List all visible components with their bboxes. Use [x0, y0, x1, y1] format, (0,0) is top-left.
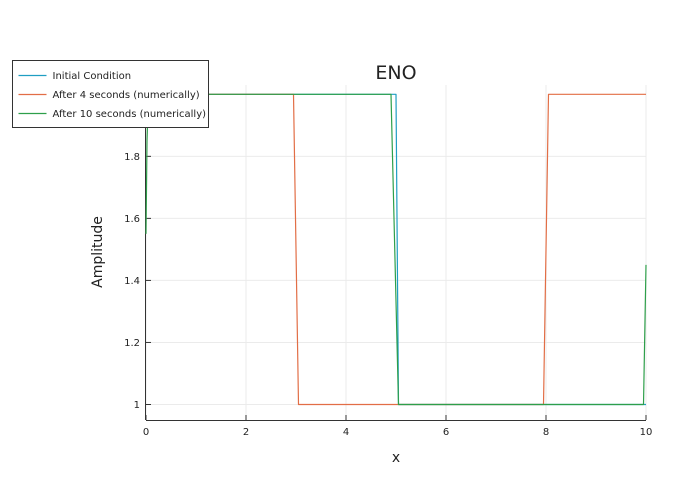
y-tick-label-4: 1.8 — [124, 152, 140, 163]
x-tick-label-0: 0 — [143, 427, 149, 438]
x-tick-label-3: 6 — [443, 427, 449, 438]
y-tick-label-2: 1.4 — [124, 276, 140, 287]
legend: Initial Condition After 4 seconds (numeri… — [12, 60, 209, 128]
y-axis-title: Amplitude — [90, 216, 106, 288]
chart-title: ENO — [375, 62, 416, 84]
x-axis-title: x — [392, 450, 400, 466]
y-tick-label-0: 1 — [134, 400, 140, 411]
axis-layer: 0 2 4 6 8 10 1 1.2 1.4 1.6 1.8 — [124, 85, 652, 438]
x-tick-label-2: 4 — [343, 427, 349, 438]
x-tick-label-5: 10 — [640, 427, 653, 438]
legend-box — [12, 60, 209, 128]
series-line-2 — [145, 93, 647, 406]
x-tick-label-1: 2 — [243, 427, 249, 438]
y-tick-label-3: 1.6 — [124, 214, 140, 225]
legend-label-0: Initial Condition — [53, 71, 132, 82]
y-tick-label-1: 1.2 — [124, 338, 140, 349]
legend-label-1: After 4 seconds (numerically) — [53, 90, 200, 101]
x-tick-label-4: 8 — [543, 427, 549, 438]
legend-label-2: After 10 seconds (numerically) — [53, 109, 207, 120]
